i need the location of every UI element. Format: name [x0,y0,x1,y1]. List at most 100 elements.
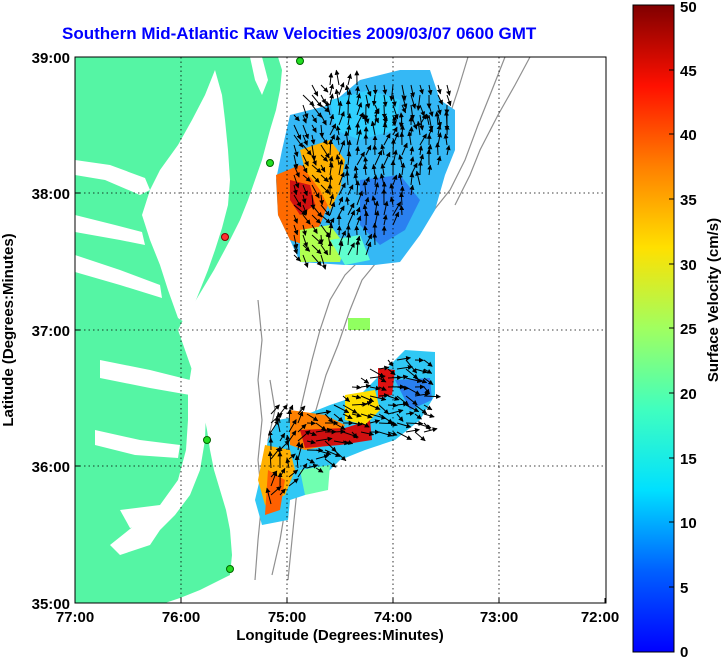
velocity-arrow [302,244,311,252]
velocity-arrow [399,205,405,216]
velocity-arrow [405,427,420,433]
velocity-arrow [329,201,336,216]
x-axis-label: Longitude (Degrees:Minutes) [236,627,444,644]
velocity-arrow [302,214,311,225]
velocity-arrow [382,214,388,226]
radar-station [226,565,234,573]
velocity-arrow [334,69,340,86]
velocity-arrow [354,145,360,156]
colorbar-tick-label: 20 [680,386,697,403]
velocity-arrow [320,244,329,256]
velocity-arrow [320,134,328,145]
velocity-arrow [360,413,373,419]
velocity-arrow [382,84,388,95]
velocity-arrow [338,111,345,126]
velocity-arrow [387,408,404,415]
velocity-arrow [387,368,396,376]
velocity-arrow [338,182,346,196]
velocity-arrow [405,411,415,416]
velocity-arrow [338,240,344,256]
velocity-arrow [311,204,323,218]
velocity-arrow [338,140,346,156]
velocity-arrow [425,113,431,126]
velocity-arrow [362,113,368,126]
velocity-arrow [320,174,329,183]
velocity-arrow [387,395,400,401]
velocity-arrow [364,196,370,206]
velocity-arrow [324,458,337,468]
velocity-arrow [378,393,390,399]
velocity-arrow [311,144,317,161]
velocity-arrow [345,196,350,206]
colorbar-tick-label: 15 [680,451,697,468]
velocity-arrow [329,123,337,136]
velocity-arrow [338,196,344,206]
velocity-arrow [297,423,307,433]
velocity-arrow [371,164,377,176]
colorbar [632,4,675,653]
velocity-arrow [338,82,345,96]
velocity-vectors [265,69,452,505]
velocity-arrow [325,100,331,116]
velocity-arrow [318,234,324,245]
velocity-arrow [396,364,413,370]
velocity-arrow [392,211,400,226]
radar-station [296,57,304,65]
velocity-arrow [302,174,311,182]
velocity-arrow [405,395,418,406]
velocity-arrow [415,170,421,186]
velocity-arrow [293,154,299,170]
velocity-arrow [329,83,335,96]
colorbar-tick-label: 40 [680,127,697,144]
velocity-arrow [338,171,345,186]
velocity-arrow [365,94,371,109]
velocity-arrow [294,455,300,469]
velocity-arrow [346,232,352,246]
x-tick-label: 74:00 [374,609,412,626]
velocity-arrow [409,184,415,196]
velocity-arrow [437,94,443,106]
velocity-arrow [342,404,358,414]
velocity-arrow [396,401,409,407]
velocity-arrow [405,386,421,396]
velocity-arrow [342,440,354,445]
velocity-arrow [311,184,320,199]
velocity-arrow [360,431,375,437]
velocity-arrow [354,225,360,236]
velocity-arrow [356,190,363,206]
y-axis-label: Latitude (Degrees:Minutes) [0,233,17,426]
velocity-arrow [297,430,311,442]
velocity-arrow [320,94,327,105]
velocity-arrow [265,487,272,505]
velocity-arrow [383,200,389,216]
velocity-arrow [369,374,386,380]
velocity-arrow [311,254,322,267]
velocity-arrow [398,192,404,206]
velocity-arrow [396,355,411,361]
velocity-arrow [360,383,371,389]
velocity-arrow [328,72,334,86]
velocity-arrow [423,359,433,367]
velocity-arrow [401,84,407,101]
velocity-arrow [405,421,424,427]
velocity-arrow [293,254,301,262]
velocity-arrow [302,234,308,248]
velocity-arrow [347,73,352,86]
velocity-arrow [275,415,281,433]
velocity-arrow [347,184,354,196]
velocity-arrow [414,377,428,384]
velocity-arrow [365,241,372,256]
velocity-arrow [293,164,300,178]
velocity-arrow [355,180,361,196]
sound-branch [95,430,180,458]
velocity-arrow [370,120,376,136]
velocity-arrow [392,201,402,216]
velocity-arrow [369,413,387,420]
velocity-arrow [382,122,388,136]
velocity-arrow [374,114,379,124]
velocity-arrow [436,104,442,116]
velocity-arrow [302,94,315,107]
velocity-arrow [293,194,302,208]
velocity-arrow [409,172,415,186]
velocity-arrow [417,160,423,176]
